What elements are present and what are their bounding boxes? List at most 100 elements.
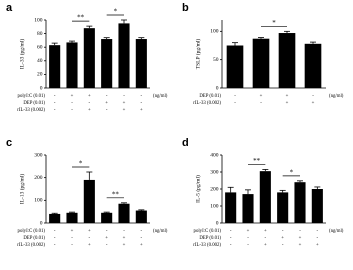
- condition-sign: -: [312, 94, 314, 99]
- y-axis-label: IL-13 (pg/ml): [18, 174, 25, 205]
- error-bar: [245, 189, 251, 195]
- bar: [252, 38, 270, 88]
- panel-letter: a: [6, 2, 13, 14]
- error-bar: [279, 189, 286, 193]
- condition-sign: -: [54, 229, 56, 234]
- condition-sign: -: [71, 236, 73, 241]
- condition-sign: -: [234, 94, 236, 99]
- bar: [242, 194, 254, 223]
- error-bar: [284, 30, 290, 34]
- condition-sign: +: [281, 236, 284, 241]
- bar: [101, 212, 113, 223]
- condition-sign: +: [140, 108, 143, 113]
- condition-sign: +: [88, 243, 91, 248]
- condition-sign: -: [54, 243, 56, 248]
- y-tick-label: 80: [37, 31, 43, 37]
- condition-label: rIL-33 (0.002): [17, 108, 45, 113]
- condition-sign: -: [71, 108, 73, 113]
- y-tick-label: 50: [213, 57, 219, 63]
- condition-sign: +: [316, 243, 319, 248]
- error-bar: [314, 186, 321, 189]
- y-tick-label: 40: [37, 58, 43, 64]
- error-bar: [121, 19, 127, 24]
- condition-sign: +: [260, 94, 263, 99]
- condition-sign: -: [141, 236, 143, 241]
- y-axis-label: IL-5 (pg/ml): [194, 175, 201, 203]
- condition-label: DEP (0.01): [23, 236, 45, 241]
- condition-sign: -: [247, 236, 249, 241]
- y-tick-label: 0: [216, 85, 219, 91]
- condition-sign: +: [105, 101, 108, 106]
- y-tick-label: 200: [210, 186, 219, 192]
- condition-sign: +: [299, 236, 302, 241]
- bar: [66, 42, 78, 88]
- condition-sign: -: [54, 94, 56, 99]
- condition-sign: -: [230, 243, 232, 248]
- condition-sign: +: [286, 101, 289, 106]
- condition-sign: -: [265, 236, 267, 241]
- condition-sign: +: [105, 236, 108, 241]
- y-tick-label: 60: [37, 44, 43, 50]
- condition-sign: -: [106, 229, 108, 234]
- condition-sign: -: [234, 101, 236, 106]
- condition-label: DEP (0.01): [199, 236, 221, 241]
- unit-label: (ng/ml): [329, 94, 344, 99]
- condition-sign: -: [106, 94, 108, 99]
- y-tick-label: 100: [34, 198, 43, 204]
- condition-sign: -: [54, 236, 56, 241]
- y-tick-label: 0: [40, 85, 43, 91]
- condition-label: polyI:C (0.01): [18, 229, 46, 234]
- y-tick-label: 20: [37, 72, 43, 78]
- significance-label: **: [253, 157, 261, 165]
- condition-sign: +: [88, 108, 91, 113]
- error-bar: [69, 211, 75, 213]
- panel-letter: c: [6, 137, 12, 149]
- error-bar: [121, 202, 127, 204]
- condition-sign: -: [299, 229, 301, 234]
- condition-sign: +: [123, 243, 126, 248]
- bar: [83, 28, 95, 88]
- bar: [304, 43, 322, 88]
- condition-sign: +: [88, 229, 91, 234]
- bar: [49, 213, 61, 223]
- bar: [118, 203, 130, 223]
- condition-sign: +: [247, 229, 250, 234]
- condition-sign: +: [71, 229, 74, 234]
- condition-label: polyI:C (0.01): [194, 229, 222, 234]
- condition-label: rIL-33 (0.002): [193, 101, 221, 106]
- unit-label: (ng/ml): [153, 94, 168, 99]
- bar: [83, 179, 95, 223]
- panel-letter: d: [182, 137, 189, 149]
- y-tick-label: 300: [210, 169, 219, 175]
- condition-label: DEP (0.01): [23, 101, 45, 106]
- error-bar: [103, 37, 110, 40]
- y-tick-label: 0: [40, 220, 43, 226]
- condition-label: rIL-33 (0.002): [17, 243, 45, 248]
- condition-label: rIL-33 (0.002): [193, 243, 221, 248]
- significance-label: *: [290, 168, 294, 176]
- error-bar: [138, 37, 145, 40]
- condition-sign: -: [317, 236, 319, 241]
- bar: [294, 182, 306, 223]
- error-bar: [310, 41, 316, 44]
- error-bar: [69, 40, 75, 43]
- condition-sign: -: [141, 94, 143, 99]
- significance-label: *: [79, 160, 83, 168]
- bar: [278, 33, 296, 88]
- significance-label: **: [77, 14, 85, 22]
- error-bar: [103, 211, 110, 213]
- error-bar: [86, 171, 93, 180]
- y-tick-label: 100: [34, 17, 43, 23]
- unit-label: (ng/ml): [329, 229, 344, 234]
- significance-label: *: [114, 8, 118, 16]
- condition-sign: -: [260, 101, 262, 106]
- condition-sign: -: [230, 229, 232, 234]
- bar: [277, 192, 289, 223]
- condition-label: polyI:C (0.01): [18, 94, 46, 99]
- significance-label: **: [112, 190, 120, 198]
- y-tick-label: 0: [216, 220, 219, 226]
